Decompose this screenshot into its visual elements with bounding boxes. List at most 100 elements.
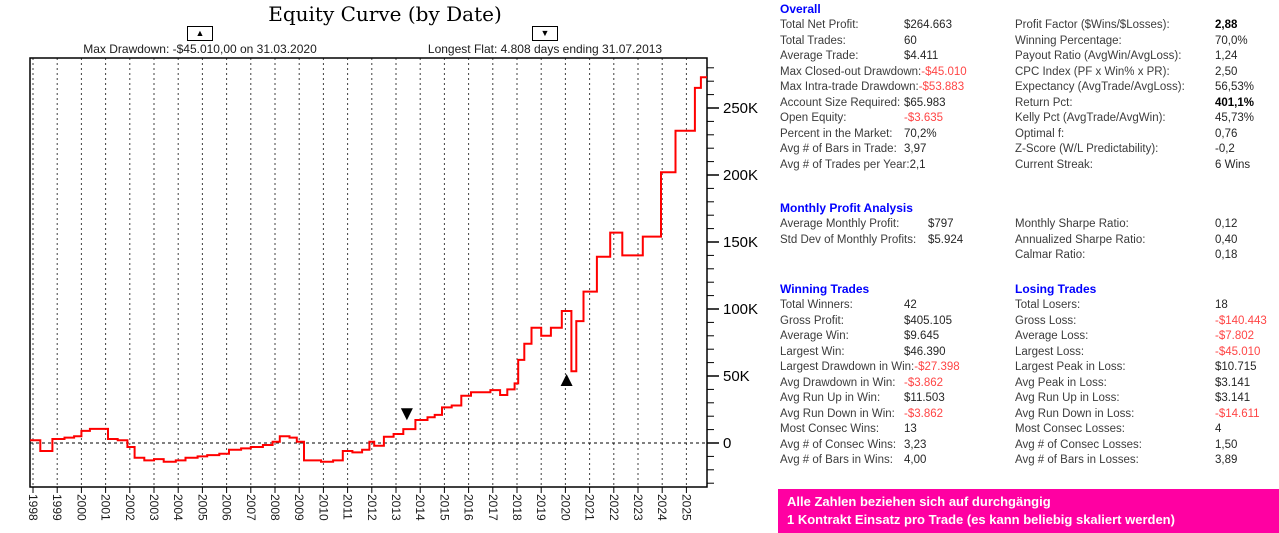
stat-label: Avg Run Up in Win: [780, 392, 881, 404]
stat-label: Avg # of Trades per Year: [780, 158, 910, 171]
monthly-left-column: Average Monthly Profit: $797 Std Dev of Mo… [780, 217, 1015, 264]
stat-value: 56,53% [1215, 81, 1255, 93]
stat-row: Winning Percentage: 70,0% [1015, 34, 1279, 50]
stat-row: Avg # of Trades per Year: 2,1 [780, 158, 1015, 174]
stat-label: Largest Peak in Loss: [1015, 361, 1126, 373]
section-header-losing: Losing Trades [1015, 282, 1097, 296]
stat-row: Most Consec Wins: 13 [780, 422, 1015, 438]
stat-label: Avg Run Down in Loss: [1015, 407, 1135, 420]
stat-value: $264.663 [904, 19, 952, 31]
stat-label: Return Pct: [1015, 96, 1073, 109]
stat-label: Profit Factor ($Wins/$Losses): [1015, 19, 1170, 31]
stat-label: Std Dev of Monthly Profits: [780, 233, 917, 246]
stat-value: -$45.010 [921, 65, 967, 78]
stat-row: Current Streak: 6 Wins [1015, 158, 1279, 174]
longest-flat-annotation: ▼ Longest Flat: 4.808 days ending 31.07.… [400, 26, 690, 56]
stat-value: $3.141 [1215, 376, 1251, 389]
stat-row: Z-Score (W/L Predictability): -0,2 [1015, 142, 1279, 158]
stat-row: Percent in the Market: 70,2% [780, 127, 1015, 143]
disclaimer-banner: Alle Zahlen beziehen sich auf durchgängi… [778, 489, 1279, 533]
stat-row: Max Intra-trade Drawdown: -$53.883 [780, 80, 1015, 96]
stat-label: Largest Loss: [1015, 345, 1085, 358]
stat-row: Max Closed-out Drawdown: -$45.010 [780, 65, 1015, 81]
svg-text:1998: 1998 [26, 494, 40, 521]
stat-row: Largest Drawdown in Win: -$27.398 [780, 360, 1015, 376]
stat-label: Average Win: [780, 330, 849, 342]
stat-label: Largest Win: [780, 345, 845, 358]
stat-label: Winning Percentage: [1015, 34, 1122, 47]
svg-text:2009: 2009 [292, 494, 306, 521]
stat-row: Total Winners: 42 [780, 298, 1015, 314]
stat-label: Avg Drawdown in Win: [780, 376, 896, 389]
stat-value: -$45.010 [1215, 345, 1261, 358]
svg-text:2014: 2014 [413, 494, 427, 521]
stat-row: Std Dev of Monthly Profits: $5.924 [780, 233, 1015, 249]
stat-value: $4.411 [904, 50, 939, 62]
stat-label: Z-Score (W/L Predictability): [1015, 143, 1159, 155]
stat-value: -$140.443 [1215, 314, 1267, 327]
svg-text:150K: 150K [723, 234, 758, 251]
svg-text:2015: 2015 [437, 494, 451, 521]
stat-row: CPC Index (PF x Win% x PR): 2,50 [1015, 65, 1279, 81]
stat-row: Avg Peak in Loss: $3.141 [1015, 376, 1279, 392]
stat-row: Largest Peak in Loss: $10.715 [1015, 360, 1279, 376]
stat-label: Average Loss: [1015, 330, 1089, 342]
stat-row: Annualized Sharpe Ratio: 0,40 [1015, 233, 1279, 249]
stat-label: Monthly Sharpe Ratio: [1015, 218, 1129, 230]
svg-text:2007: 2007 [244, 494, 258, 521]
stat-value: 2,88 [1215, 19, 1238, 31]
stat-row: Total Net Profit: $264.663 [780, 18, 1015, 34]
stat-label: Payout Ratio (AvgWin/AvgLoss): [1015, 50, 1182, 62]
stat-value: 70,0% [1215, 34, 1248, 47]
stat-value: 0,18 [1215, 249, 1238, 261]
stat-value: $65.983 [904, 96, 946, 109]
stat-value: 0,40 [1215, 233, 1238, 246]
svg-text:250K: 250K [723, 100, 758, 117]
stat-value: 0,12 [1215, 218, 1238, 230]
stat-label: Most Consec Losses: [1015, 423, 1125, 435]
stat-label: Percent in the Market: [780, 127, 893, 140]
stat-value: -$3.635 [904, 112, 944, 124]
winning-trades-column: Winning Trades Total Winners: 42 Gross Pro… [780, 282, 1015, 469]
svg-text:2019: 2019 [534, 494, 548, 521]
stat-value: 4,00 [904, 454, 927, 466]
stat-label: Optimal f: [1015, 127, 1065, 140]
stat-value: $797 [928, 218, 954, 230]
stat-value: $11.503 [904, 392, 945, 404]
stat-label: Avg # of Consec Wins: [780, 438, 897, 451]
svg-text:2023: 2023 [631, 494, 645, 521]
stat-value: 2,1 [909, 158, 926, 171]
stat-row: Avg # of Consec Losses: 1,50 [1015, 438, 1279, 454]
stat-row: Avg Run Up in Win: $11.503 [780, 391, 1015, 407]
stat-value: -$14.611 [1215, 407, 1260, 420]
stat-value: -$53.883 [918, 81, 965, 93]
stat-value: -$3.862 [904, 407, 944, 420]
svg-text:2004: 2004 [171, 494, 185, 521]
svg-text:2017: 2017 [486, 494, 500, 521]
stat-value: 3,23 [904, 438, 927, 451]
losing-trades-column: Losing Trades Total Losers: 18 Gross Loss:… [1015, 282, 1279, 469]
stat-row: Kelly Pct (AvgTrade/AvgWin): 45,73% [1015, 111, 1279, 127]
svg-text:2013: 2013 [389, 494, 403, 521]
stat-label: Avg Run Down in Win: [780, 407, 895, 420]
longest-flat-marker-box: ▼ [532, 26, 558, 41]
section-header-overall: Overall [780, 2, 821, 16]
section-overall: Overall Total Net Profit: $264.663 Total T… [780, 2, 1279, 173]
stat-row: Avg # of Bars in Wins: 4,00 [780, 453, 1015, 469]
stat-label: Expectancy (AvgTrade/AvgLoss): [1015, 81, 1185, 93]
stat-value: 13 [904, 423, 917, 435]
section-monthly-profit-analysis: Monthly Profit Analysis Average Monthly … [780, 201, 1279, 264]
stat-value: 3,97 [904, 143, 927, 155]
section-winning-losing-trades: Winning Trades Total Winners: 42 Gross Pro… [780, 282, 1279, 469]
stat-label: CPC Index (PF x Win% x PR): [1015, 65, 1170, 78]
stat-label: Avg # of Consec Losses: [1015, 438, 1142, 451]
winning-rows: Total Winners: 42 Gross Profit: $405.105 Ave… [780, 298, 1015, 469]
stat-row: Avg # of Bars in Losses: 3,89 [1015, 453, 1279, 469]
svg-text:2005: 2005 [195, 494, 209, 521]
svg-text:2008: 2008 [268, 494, 282, 521]
svg-text:100K: 100K [723, 301, 758, 318]
stat-row: Average Win: $9.645 [780, 329, 1015, 345]
stat-value: 401,1% [1215, 96, 1255, 109]
stat-value: 3,89 [1215, 454, 1238, 466]
stat-value: 42 [904, 299, 917, 311]
